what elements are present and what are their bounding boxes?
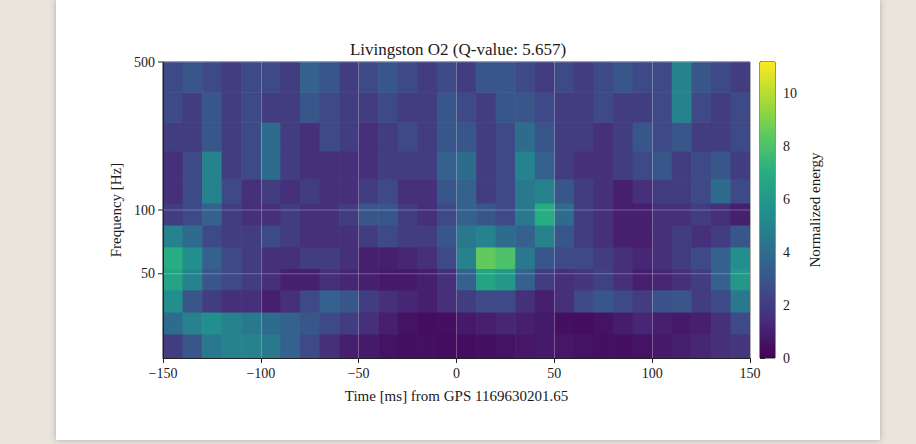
svg-text:−150: −150 [149,366,178,381]
svg-text:50: 50 [547,366,561,381]
svg-text:Normalized energy: Normalized energy [807,152,823,268]
svg-text:Frequency [Hz]: Frequency [Hz] [108,163,124,258]
svg-text:2: 2 [783,298,790,313]
svg-text:−100: −100 [246,366,275,381]
svg-text:100: 100 [642,366,663,381]
svg-text:0: 0 [783,351,790,366]
svg-text:−50: −50 [348,366,370,381]
svg-text:100: 100 [134,203,155,218]
svg-text:10: 10 [783,86,797,101]
svg-text:Livingston O2 (Q-value: 5.657): Livingston O2 (Q-value: 5.657) [350,40,566,59]
svg-text:0: 0 [453,366,460,381]
svg-text:4: 4 [783,245,790,260]
svg-text:Time [ms] from GPS 1169630201.: Time [ms] from GPS 1169630201.65 [345,388,569,404]
svg-text:500: 500 [134,55,155,70]
svg-text:8: 8 [783,139,790,154]
svg-text:150: 150 [740,366,761,381]
svg-text:6: 6 [783,192,790,207]
svg-text:50: 50 [141,266,155,281]
